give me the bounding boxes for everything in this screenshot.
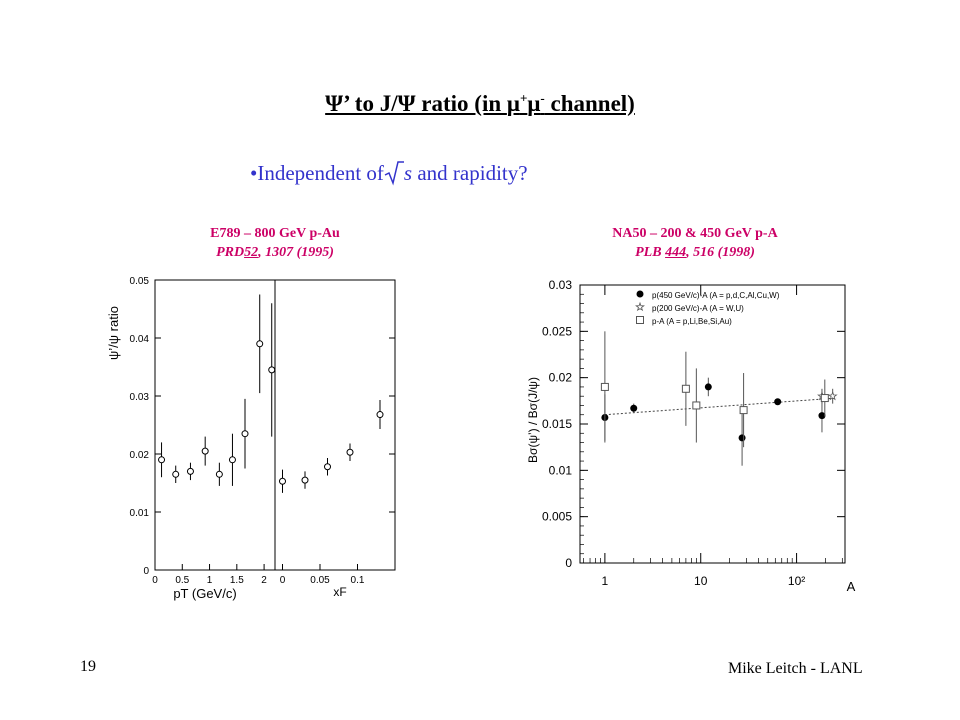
y-tick-label: 0.01 (549, 463, 573, 477)
data-point (301, 476, 309, 484)
x-tick-label: 2 (261, 575, 267, 586)
y-tick-label: 0 (565, 556, 572, 570)
data-point (600, 382, 609, 391)
pt-panel-frame (154, 279, 276, 571)
page-number: 19 (80, 658, 96, 675)
data-point (228, 456, 236, 464)
data-point (681, 384, 690, 393)
legend-label: p(450 GeV/c)-A (A = p,d,C,Al,Cu,W) (652, 291, 780, 300)
data-point (630, 404, 638, 412)
left-chart-reference: PRD52, 1307 (1995) (216, 245, 334, 260)
data-point (268, 366, 276, 374)
ratio-y-axis-label: ψ’/ψ ratio (106, 306, 121, 360)
fit-line (604, 397, 837, 416)
x-tick-label: 0.1 (351, 575, 365, 586)
data-point (346, 448, 354, 456)
y-tick-label: 0.01 (130, 508, 150, 519)
x-tick-label: 0.5 (175, 575, 189, 586)
right-chart-caption: NA50 – 200 & 450 GeV p-A (612, 226, 778, 241)
slide-title: Ψ’ to J/Ψ ratio (in μ+μ- channel) (325, 90, 635, 116)
data-point (774, 398, 782, 406)
data-point (215, 470, 223, 478)
data-point (172, 470, 180, 478)
x-tick-label: 0.05 (310, 575, 330, 586)
na50-y-axis-label: Bσ(ψ’) / Bσ(J/ψ) (526, 377, 540, 463)
xf-panel: 0 0.05 0.1 (274, 279, 396, 586)
e789-chart: 00.010.020.030.040.050 0.5 1 1.5 2 0 0.05 0.1 … (106, 276, 396, 601)
y-tick-label: 0.015 (542, 417, 572, 431)
na50-frame (579, 284, 846, 564)
data-point (279, 477, 286, 485)
data-point (827, 390, 838, 401)
legend-marker (636, 290, 644, 298)
x-tick-label: 1 (207, 575, 213, 586)
data-point (704, 383, 712, 391)
data-point (256, 340, 264, 348)
bullet-text: •Independent of s and rapidity? (250, 161, 528, 186)
pt-x-axis-label: pT (GeV/c) (173, 586, 236, 601)
data-point (324, 463, 331, 471)
y-tick-label: 0.02 (549, 371, 573, 385)
data-point (738, 434, 746, 442)
data-point (376, 411, 384, 419)
x-tick-label: 1.5 (230, 575, 244, 586)
pt-panel-axis-labels: ψ’/ψ ratio pT (GeV/c) xF (106, 306, 347, 601)
legend-label: p(200 GeV/c)-A (A = W,U) (652, 304, 744, 313)
data-point (186, 467, 194, 475)
sqrt-symbol (384, 161, 404, 186)
right-chart-reference: PLB 444, 516 (1998) (635, 245, 755, 260)
data-point (241, 430, 249, 438)
y-tick-label: 0.03 (549, 278, 573, 292)
author-credit: Mike Leitch - LANL (728, 660, 863, 677)
xf-panel-frame (274, 279, 396, 571)
na50-chart: 0 0.005 0.01 0.015 0.02 0.025 0.03 1 10 10² p(450 … (526, 278, 856, 594)
x-tick-label: 10² (788, 574, 805, 588)
legend-marker (636, 316, 644, 324)
x-tick-label: 0 (152, 575, 158, 586)
y-tick-label: 0.025 (542, 324, 572, 338)
left-chart-caption: E789 – 800 GeV p-Au (210, 226, 340, 241)
data-point (158, 456, 166, 464)
legend-label: p-A (A = p,Li,Be,Si,Au) (652, 317, 732, 326)
data-point (201, 447, 209, 455)
data-point (692, 401, 701, 410)
data-point (818, 412, 826, 420)
x-tick-label: 0 (280, 575, 286, 586)
legend-marker (635, 301, 645, 312)
y-tick-label: 0.04 (130, 334, 150, 345)
y-tick-label: 0.05 (130, 276, 150, 287)
pt-panel: 0 0.01 0.02 0.03 0.04 0.05 0 0.5 1 1.5 2 (130, 276, 276, 586)
na50-x-axis-label: A (847, 579, 856, 594)
data-point (820, 394, 829, 403)
y-tick-label: 0.02 (130, 450, 150, 461)
x-tick-label: 1 (602, 574, 609, 588)
na50-plot: 0 0.005 0.01 0.015 0.02 0.025 0.03 1 10 10² p(450 … (542, 278, 846, 588)
y-tick-label: 0 (143, 566, 149, 577)
data-point (739, 406, 748, 415)
xf-x-axis-label: xF (333, 585, 346, 599)
y-tick-label: 0.03 (130, 392, 150, 403)
x-tick-label: 10 (694, 574, 708, 588)
y-tick-label: 0.005 (542, 510, 572, 524)
